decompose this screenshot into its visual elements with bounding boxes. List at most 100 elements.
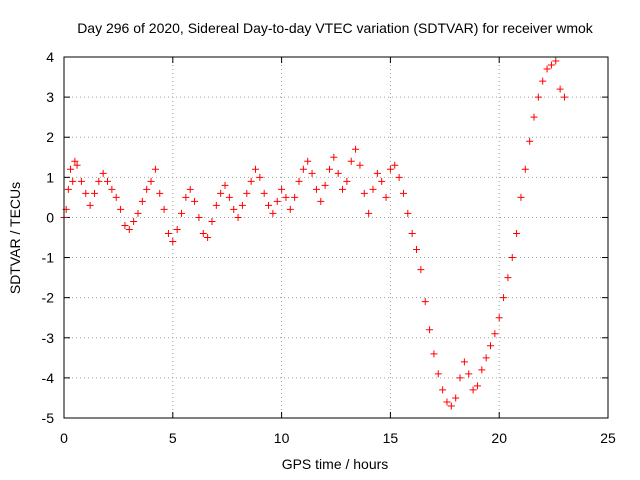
data-point	[343, 177, 351, 185]
data-point	[73, 161, 81, 169]
data-point	[360, 189, 368, 197]
data-point	[413, 246, 421, 254]
data-point	[234, 213, 242, 221]
y-tick-label: 1	[46, 169, 54, 185]
y-tick-label: -4	[42, 370, 55, 386]
data-point	[365, 209, 373, 217]
data-point	[134, 209, 142, 217]
x-tick-labels: 0 5 10 15 20 25	[60, 430, 616, 446]
data-point	[426, 326, 434, 334]
data-point	[500, 294, 508, 302]
y-axis-label: SDTVAR / TECUs	[7, 182, 23, 294]
data-point	[182, 193, 190, 201]
data-point	[282, 193, 290, 201]
data-point	[238, 201, 246, 209]
data-point	[169, 238, 177, 246]
data-point	[517, 193, 525, 201]
data-point	[260, 189, 268, 197]
data-point	[439, 386, 447, 394]
data-point	[469, 386, 477, 394]
data-point	[125, 225, 133, 233]
data-point	[421, 298, 429, 306]
data-point	[504, 274, 512, 282]
data-point	[173, 225, 181, 233]
data-point	[299, 165, 307, 173]
data-point	[491, 330, 499, 338]
grid-lines	[64, 57, 608, 418]
data-point	[312, 185, 320, 193]
data-point	[417, 266, 425, 274]
y-tick-label: 4	[46, 49, 54, 65]
data-point	[382, 193, 390, 201]
y-tick-label: 2	[46, 129, 54, 145]
data-point	[269, 209, 277, 217]
data-point	[526, 137, 534, 145]
data-point	[452, 394, 460, 402]
data-point	[82, 189, 90, 197]
data-point	[308, 169, 316, 177]
data-point	[151, 165, 159, 173]
data-point	[291, 193, 299, 201]
data-point	[77, 177, 85, 185]
data-point	[117, 205, 125, 213]
data-point	[521, 165, 529, 173]
data-point	[539, 77, 547, 85]
data-point	[99, 169, 107, 177]
data-point	[473, 382, 481, 390]
data-point	[143, 185, 151, 193]
y-tick-labels: -5 -4 -3 -2 -1 0 1 2 3 4	[42, 49, 55, 426]
data-point	[334, 169, 342, 177]
x-tick-label: 5	[169, 430, 177, 446]
data-point	[339, 185, 347, 193]
data-markers	[60, 57, 568, 410]
data-point	[64, 185, 72, 193]
plot-frame	[63, 56, 609, 419]
data-point	[199, 229, 207, 237]
data-point	[560, 93, 568, 101]
data-point	[278, 185, 286, 193]
data-point	[391, 161, 399, 169]
data-point	[304, 157, 312, 165]
data-point	[408, 229, 416, 237]
data-point	[369, 185, 377, 193]
data-point	[212, 201, 220, 209]
data-point	[317, 197, 325, 205]
y-tick-label: -5	[42, 410, 55, 426]
data-point	[286, 205, 294, 213]
data-point	[243, 189, 251, 197]
data-point	[447, 402, 455, 410]
data-point	[295, 177, 303, 185]
data-point	[121, 221, 129, 229]
data-point	[160, 205, 168, 213]
data-point	[430, 350, 438, 358]
data-point	[256, 173, 264, 181]
data-point	[352, 145, 360, 153]
x-tick-label: 0	[60, 430, 68, 446]
axis-ticks	[63, 56, 609, 419]
data-point	[71, 157, 79, 165]
y-tick-label: -2	[42, 290, 55, 306]
data-point	[204, 234, 212, 241]
chart-title: Day 296 of 2020, Sidereal Day-to-day VTE…	[77, 20, 594, 36]
data-point	[547, 61, 555, 69]
data-point	[147, 177, 155, 185]
data-point	[399, 189, 407, 197]
data-point	[69, 177, 77, 185]
data-point	[265, 201, 273, 209]
x-axis-label: GPS time / hours	[282, 456, 389, 472]
data-point	[86, 201, 94, 209]
data-point	[552, 57, 560, 65]
data-point	[434, 370, 442, 378]
data-point	[465, 370, 473, 378]
data-point	[443, 398, 451, 406]
data-point	[530, 113, 538, 121]
data-point	[325, 165, 333, 173]
data-point	[543, 65, 551, 73]
data-point	[164, 229, 172, 237]
data-point	[486, 342, 494, 350]
data-point	[208, 217, 216, 225]
data-point	[186, 185, 194, 193]
y-tick-label: 3	[46, 89, 54, 105]
data-point	[395, 173, 403, 181]
